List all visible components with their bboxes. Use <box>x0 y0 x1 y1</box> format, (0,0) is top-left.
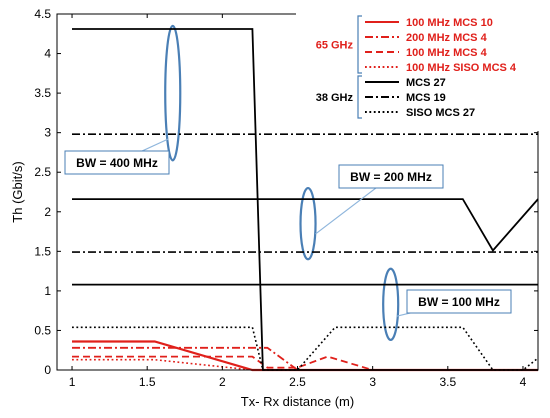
legend-group-label: 65 GHz <box>316 40 354 52</box>
annotation-ellipse <box>382 267 400 342</box>
legend-group-brace <box>357 15 362 74</box>
legend-label: SISO MCS 27 <box>406 107 475 119</box>
y-tick-label: 4 <box>44 47 51 61</box>
y-tick-label: 4.5 <box>34 7 51 21</box>
y-axis-label: Th (Gbit/s) <box>10 161 25 222</box>
y-tick-label: 3 <box>44 126 51 140</box>
legend-label: 100 MHz MCS 10 <box>406 17 493 29</box>
annotation-label: BW = 200 MHz <box>350 170 432 184</box>
y-tick-label: 3.5 <box>34 86 51 100</box>
legend-background <box>296 10 544 131</box>
legend-group-brace <box>357 75 362 119</box>
y-tick-label: 2.5 <box>34 165 51 179</box>
y-tick-label: 1.5 <box>34 244 51 258</box>
legend-label: 100 MHz SISO MCS 4 <box>406 62 517 74</box>
x-tick-label: 4 <box>520 375 527 389</box>
x-tick-label: 2 <box>219 375 226 389</box>
x-tick-label: 2.5 <box>289 375 306 389</box>
x-tick-label: 1 <box>69 375 76 389</box>
legend: 100 MHz MCS 10 200 MHz MCS 4 100 MHz MCS 4… <box>296 10 544 131</box>
x-tick-label: 3.5 <box>439 375 456 389</box>
series-line <box>72 355 538 371</box>
bandwidth-annotations: BW = 400 MHz BW = 200 MHz BW = 100 MHz <box>64 138 512 317</box>
legend-label: MCS 27 <box>406 77 446 89</box>
legend-label: 200 MHz MCS 4 <box>406 32 488 44</box>
annotation-ellipse <box>164 24 182 162</box>
annotation-box <box>64 150 170 175</box>
annotation-ellipse <box>299 186 317 261</box>
legend-group-label: 38 GHz <box>316 92 354 104</box>
annotation-ellipses <box>164 24 400 342</box>
y-tick-label: 2 <box>44 205 51 219</box>
series-line <box>72 198 539 253</box>
annotation-label: BW = 100 MHz <box>418 295 500 309</box>
annotation-box <box>338 164 444 189</box>
x-tick-label: 3 <box>369 375 376 389</box>
legend-label: 100 MHz MCS 4 <box>406 47 488 59</box>
x-axis-label: Tx- Rx distance (m) <box>241 394 354 409</box>
annotation-box <box>406 289 512 314</box>
legend-label: MCS 19 <box>406 92 446 104</box>
series-line <box>72 346 538 371</box>
y-tick-label: 0 <box>44 363 51 377</box>
x-tick-label: 1.5 <box>139 375 156 389</box>
y-tick-label: 1 <box>44 284 51 298</box>
annotation-label: BW = 400 MHz <box>76 156 158 170</box>
y-tick-label: 0.5 <box>34 323 51 337</box>
